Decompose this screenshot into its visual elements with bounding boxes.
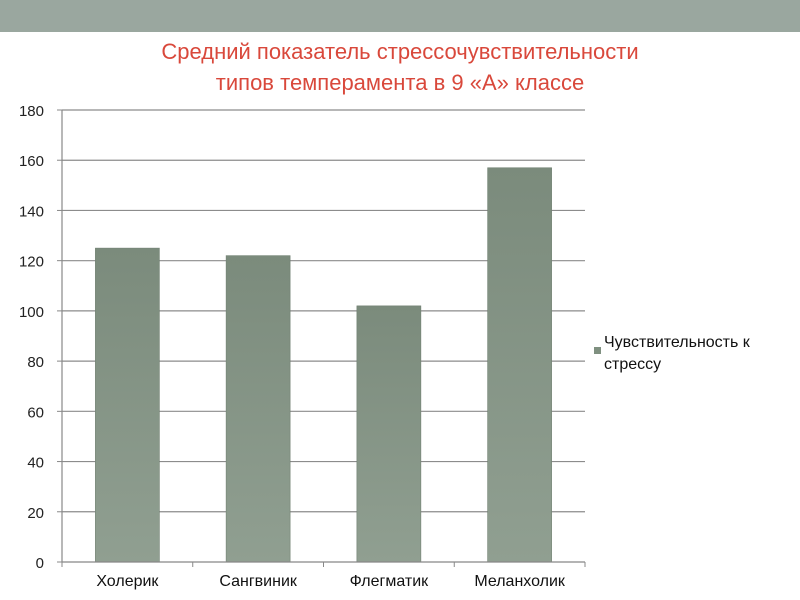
y-tick-label: 80 <box>27 354 44 371</box>
y-tick-label: 180 <box>19 103 44 120</box>
bar-3 <box>356 305 422 563</box>
legend-label-line-2: стрессу <box>604 356 662 373</box>
chart-title-line-1: Средний показатель стрессочувствительнос… <box>161 39 639 64</box>
legend-label-line-1: Чувствительность к <box>604 334 750 351</box>
bar-2 <box>225 255 291 563</box>
x-tick-labels: Холерик Сангвиник Флегматик Меланхолик <box>96 573 566 590</box>
x-tick-label: Флегматик <box>350 573 430 590</box>
bars <box>95 167 552 563</box>
y-tick-label: 40 <box>27 455 44 472</box>
bar-4 <box>487 167 552 563</box>
y-tick-label: 20 <box>27 505 44 522</box>
y-tick-labels: 0 20 40 60 80 100 120 140 160 180 <box>19 103 44 572</box>
y-tick-label: 60 <box>27 404 44 421</box>
x-tick-label: Холерик <box>96 573 159 590</box>
y-tick-label: 160 <box>19 153 44 170</box>
y-tick-label: 100 <box>19 304 44 321</box>
header-band <box>0 0 800 32</box>
x-tick-label: Меланхолик <box>474 573 566 590</box>
y-tick-label: 0 <box>36 555 44 572</box>
y-tick-label: 140 <box>19 203 44 220</box>
chart-title-line-2: типов темперамента в 9 «А» классе <box>215 70 585 95</box>
axes <box>57 109 586 567</box>
y-tick-label: 120 <box>19 254 44 271</box>
x-tick-label: Сангвиник <box>219 573 298 590</box>
bar-1 <box>95 247 160 563</box>
chart-title: Средний показатель стрессочувствительнос… <box>0 36 800 98</box>
legend-swatch <box>594 347 601 354</box>
